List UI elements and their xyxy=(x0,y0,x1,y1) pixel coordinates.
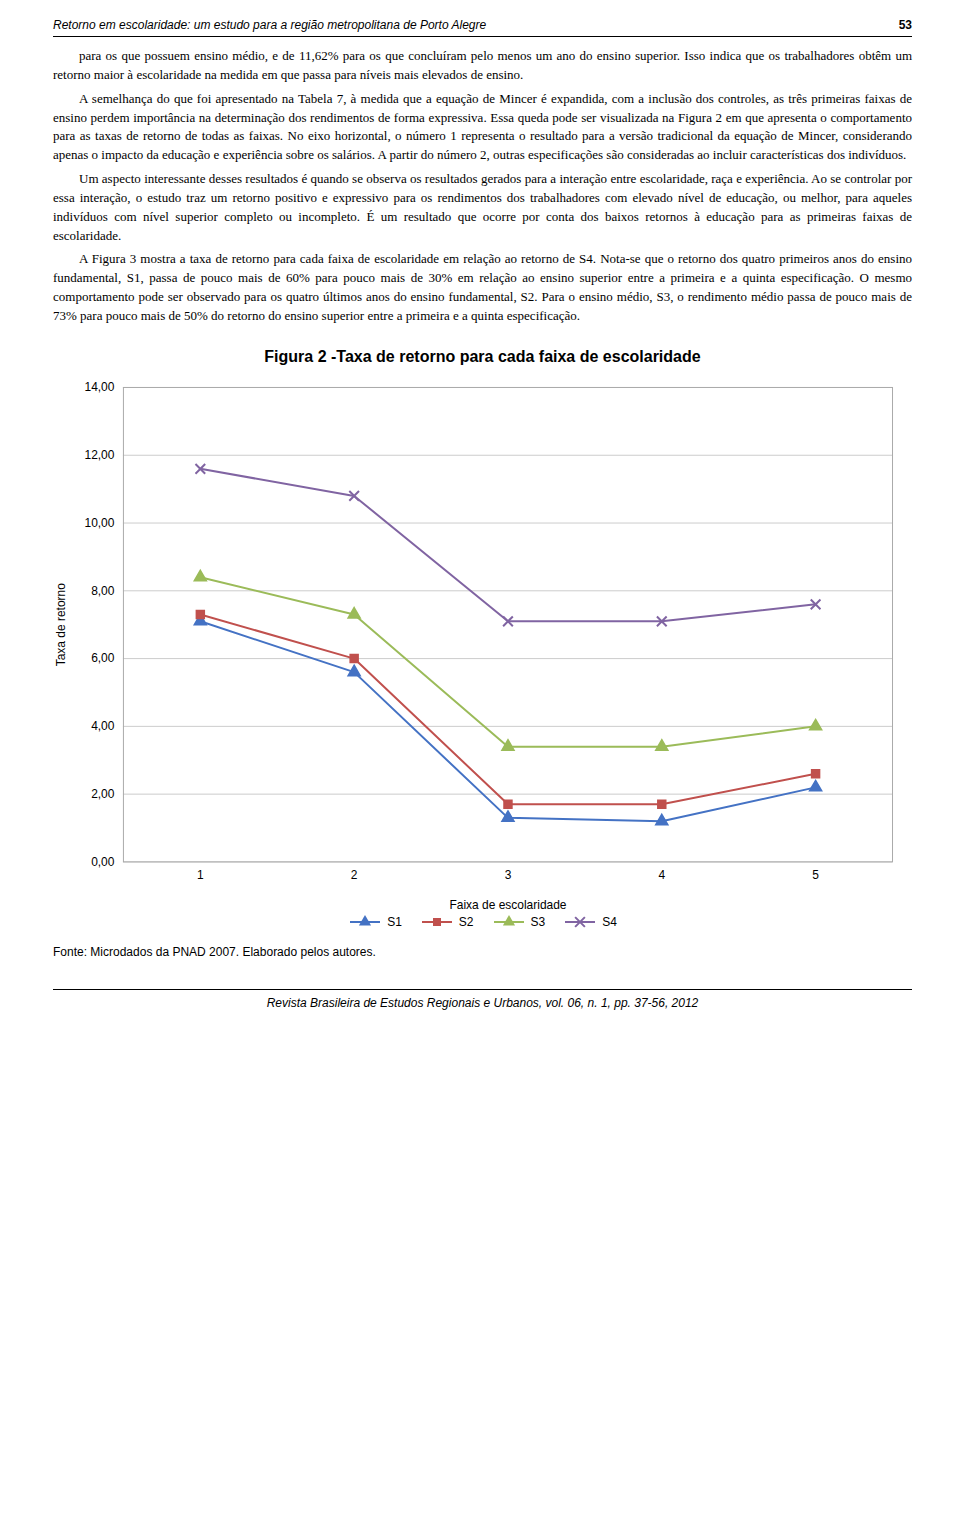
html-text:S1: S1 xyxy=(387,915,402,930)
svg-text:6,00: 6,00 xyxy=(91,651,115,665)
svg-text:12,00: 12,00 xyxy=(84,448,114,462)
html-text:A semelhança do que foi aprese: A semelhança do que foi apresentado na T… xyxy=(53,90,912,163)
svg-text:Taxa de retorno: Taxa de retorno xyxy=(54,583,68,667)
svg-text:4: 4 xyxy=(658,868,665,882)
html-text:53: 53 xyxy=(898,18,912,32)
svg-text:5: 5 xyxy=(812,868,819,882)
svg-text:8,00: 8,00 xyxy=(91,583,115,597)
html-text:Retorno em escolaridade: um es: Retorno em escolaridade: um estudo para … xyxy=(53,18,487,32)
svg-text:0,00: 0,00 xyxy=(91,855,115,869)
svg-text:Faixa de escolaridade: Faixa de escolaridade xyxy=(449,898,566,911)
svg-text:1: 1 xyxy=(197,868,204,882)
svg-text:14,00: 14,00 xyxy=(84,380,114,394)
html-text:A Figura 3 mostra a taxa de re: A Figura 3 mostra a taxa de retorno para… xyxy=(53,251,912,323)
html-text:S4: S4 xyxy=(602,915,617,930)
html-text:para os que possuem ensino méd: para os que possuem ensino médio, e de 1… xyxy=(53,48,912,82)
html-text:Um aspecto interessante desses: Um aspecto interessante desses resultado… xyxy=(53,171,912,243)
svg-text:4,00: 4,00 xyxy=(91,719,115,733)
html-text:Fonte: Microdados da PNAD 2007: Fonte: Microdados da PNAD 2007. Elaborad… xyxy=(53,945,376,960)
html-text:Revista Brasileira de Estudos: Revista Brasileira de Estudos Regionais … xyxy=(266,996,699,1011)
svg-text:3: 3 xyxy=(505,868,512,882)
svg-text:2: 2 xyxy=(351,868,358,882)
svg-text:10,00: 10,00 xyxy=(84,516,114,530)
html-text:S3: S3 xyxy=(530,915,546,930)
html-text:S2: S2 xyxy=(458,915,474,930)
html-text:Figura 2 -Taxa de retorno para: Figura 2 -Taxa de retorno para cada faix… xyxy=(264,347,701,365)
svg-text:2,00: 2,00 xyxy=(91,787,115,801)
